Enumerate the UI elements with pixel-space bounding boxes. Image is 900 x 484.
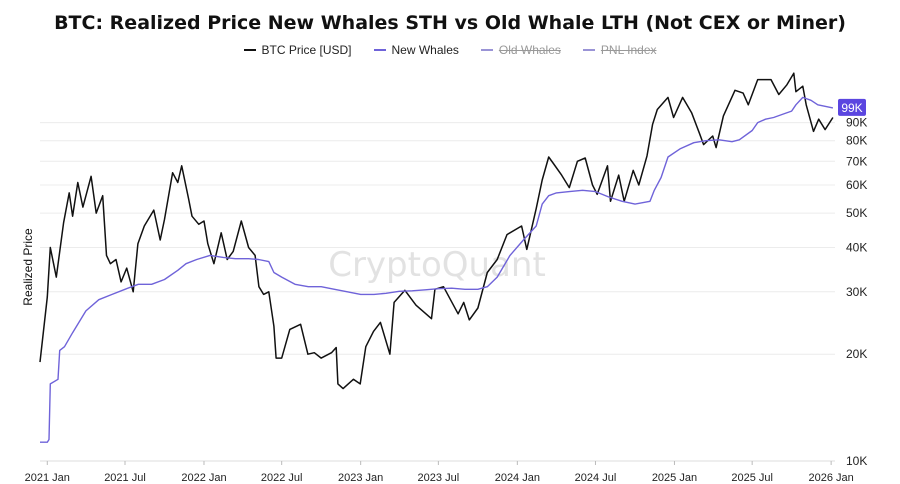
y-tick-label: 50K (846, 206, 867, 220)
legend-item-new-whales[interactable]: New Whales (373, 43, 459, 57)
legend-label-btc-price: BTC Price [USD] (261, 43, 352, 57)
chart-legend: BTC Price [USD] New Whales Old Whales PN… (0, 43, 900, 57)
y-tick-label: 70K (846, 154, 867, 168)
x-tick-label: 2023 Jul (418, 472, 460, 484)
series-line-btc-price-usd- (39, 72, 834, 390)
legend-swatch-new-whales (373, 49, 386, 51)
legend-swatch-btc-price (243, 49, 256, 51)
y-tick-label: 60K (846, 178, 867, 192)
y-tick-label: 80K (846, 134, 867, 148)
legend-label-new-whales: New Whales (391, 43, 459, 57)
x-tick-label: 2022 Jul (261, 472, 303, 484)
y-tick-label: 10K (846, 454, 867, 468)
y-tick-label: 30K (846, 285, 867, 299)
x-tick-label: 2022 Jan (181, 472, 226, 484)
current-value-label: 99K (841, 101, 862, 115)
x-tick-label: 2021 Jan (25, 472, 70, 484)
legend-label-pnl-index: PNL Index (600, 43, 657, 57)
legend-swatch-pnl-index (582, 49, 595, 51)
legend-label-old-whales: Old Whales (498, 43, 561, 57)
chart-title: BTC: Realized Price New Whales STH vs Ol… (54, 12, 846, 34)
y-tick-label: 20K (846, 347, 867, 361)
x-tick-label: 2025 Jan (652, 472, 697, 484)
legend-item-old-whales[interactable]: Old Whales (480, 43, 561, 57)
x-tick-label: 2023 Jan (338, 472, 383, 484)
legend-swatch-old-whales (480, 49, 493, 51)
current-value-badge (838, 98, 866, 116)
x-tick-label: 2024 Jan (495, 472, 540, 484)
series-line-new-whales (40, 96, 834, 443)
legend-item-pnl-index[interactable]: PNL Index (582, 43, 657, 57)
y-tick-label: 40K (846, 240, 867, 254)
x-tick-label: 2025 Jul (731, 472, 773, 484)
watermark: CryptoQuant (328, 245, 546, 285)
y-tick-label: 90K (846, 116, 867, 130)
x-tick-label: 2026 Jan (809, 472, 854, 484)
x-tick-label: 2024 Jul (575, 472, 617, 484)
legend-item-btc-price[interactable]: BTC Price [USD] (243, 43, 352, 57)
x-tick-label: 2021 Jul (104, 472, 146, 484)
